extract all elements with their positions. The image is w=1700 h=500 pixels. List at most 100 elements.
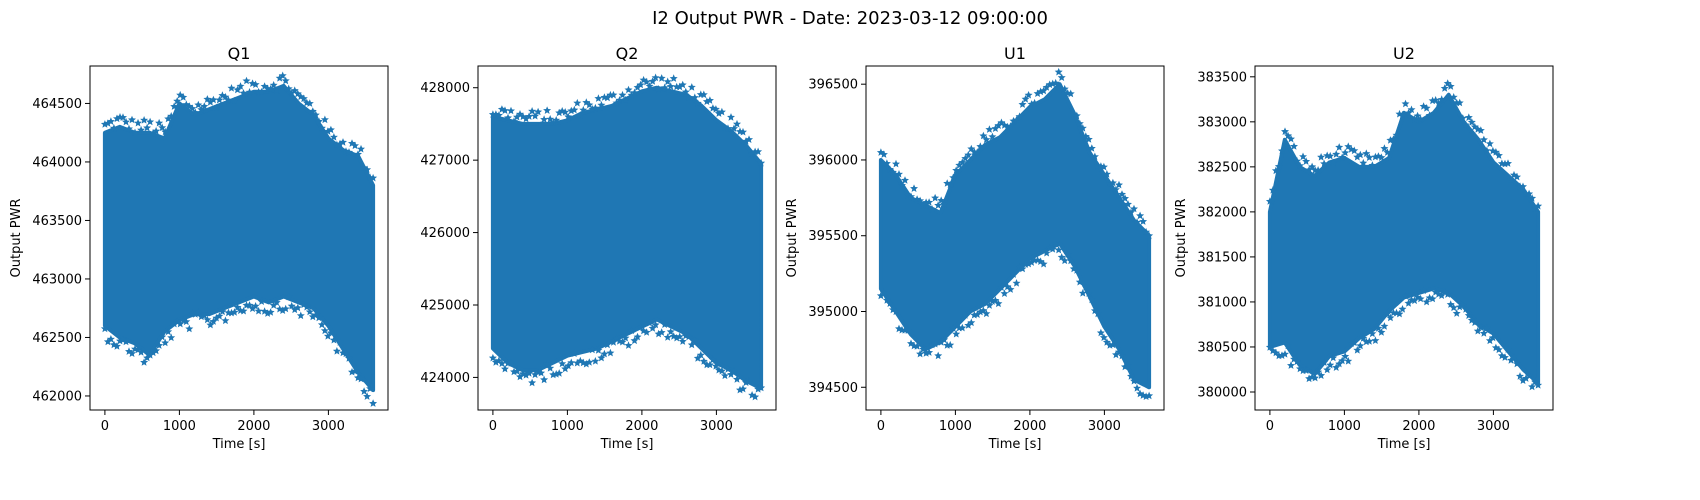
- star-marker: [1124, 361, 1132, 370]
- star-marker: [1368, 161, 1377, 169]
- star-marker: [916, 349, 925, 358]
- star-marker: [1271, 166, 1280, 175]
- star-marker: [1121, 194, 1129, 202]
- star-marker: [1121, 362, 1129, 371]
- star-marker: [1428, 294, 1437, 303]
- y-tick-label: 428000: [420, 81, 470, 96]
- star-marker: [191, 108, 200, 116]
- star-marker: [1072, 111, 1081, 120]
- star-marker: [555, 369, 564, 377]
- star-marker: [128, 115, 136, 124]
- point-cloud: [1267, 92, 1541, 385]
- star-marker: [1096, 328, 1105, 337]
- star-marker: [609, 90, 618, 99]
- star-marker: [714, 109, 723, 117]
- star-marker: [1127, 372, 1135, 380]
- star-marker: [1425, 111, 1434, 119]
- star-marker: [1326, 360, 1335, 369]
- star-marker: [543, 360, 552, 368]
- star-marker: [1395, 309, 1404, 318]
- star-marker: [1404, 108, 1413, 117]
- star-marker: [1488, 333, 1497, 342]
- star-marker: [1314, 166, 1323, 174]
- star-marker: [1145, 391, 1154, 400]
- star-marker: [1033, 89, 1042, 97]
- star-marker: [639, 75, 648, 84]
- star-marker: [106, 335, 115, 343]
- star-marker: [711, 105, 720, 113]
- x-tick-label: 2000: [1013, 419, 1046, 434]
- star-marker: [1075, 119, 1084, 128]
- star-marker: [648, 77, 657, 85]
- star-marker: [278, 306, 287, 314]
- star-marker: [351, 367, 359, 375]
- y-tick-label: 395500: [808, 229, 858, 244]
- star-marker: [191, 310, 200, 318]
- star-marker: [573, 358, 582, 367]
- star-marker: [633, 332, 642, 341]
- star-marker: [164, 114, 173, 123]
- star-marker: [1015, 112, 1024, 120]
- star-marker: [245, 301, 254, 309]
- star-marker: [206, 320, 215, 329]
- star-marker: [1440, 84, 1449, 92]
- star-marker: [504, 113, 512, 122]
- star-marker: [882, 296, 891, 304]
- star-marker: [958, 158, 967, 166]
- star-marker: [754, 147, 763, 156]
- star-marker: [949, 173, 958, 182]
- star-marker: [257, 87, 266, 96]
- star-marker: [1139, 217, 1148, 225]
- y-axis-label: Output PWR: [9, 198, 24, 277]
- star-marker: [546, 115, 555, 123]
- star-marker: [1332, 150, 1341, 158]
- star-marker: [1494, 151, 1503, 159]
- star-marker: [140, 116, 149, 124]
- star-marker: [179, 316, 188, 324]
- star-marker: [179, 93, 188, 101]
- star-marker: [1139, 391, 1148, 399]
- star-marker: [693, 354, 702, 362]
- star-marker: [278, 71, 287, 80]
- star-marker: [320, 326, 329, 335]
- star-marker: [164, 327, 173, 336]
- star-marker: [1027, 258, 1036, 266]
- plot-frame: [89, 65, 389, 411]
- star-marker: [1404, 299, 1413, 307]
- star-marker: [1293, 357, 1301, 365]
- star-marker: [985, 301, 994, 309]
- star-marker: [1000, 289, 1009, 297]
- star-marker: [1323, 365, 1332, 374]
- star-marker: [1320, 358, 1329, 366]
- x-tick-label: 2000: [237, 419, 270, 434]
- star-marker: [125, 124, 133, 133]
- star-marker: [1525, 371, 1534, 379]
- star-marker: [296, 92, 305, 101]
- star-marker: [323, 127, 332, 135]
- star-marker: [952, 329, 961, 338]
- star-marker: [314, 313, 323, 322]
- star-marker: [323, 332, 332, 340]
- star-marker: [1398, 305, 1407, 313]
- star-marker: [1057, 73, 1066, 81]
- star-marker: [113, 114, 121, 123]
- star-marker: [1006, 285, 1015, 293]
- star-marker: [284, 84, 293, 93]
- star-marker: [895, 170, 903, 178]
- star-marker: [561, 108, 570, 116]
- plot-frame: [477, 65, 777, 411]
- star-marker: [663, 77, 672, 86]
- star-marker: [937, 196, 946, 204]
- star-marker: [1338, 356, 1347, 365]
- y-tick-label: 380000: [1197, 385, 1247, 400]
- x-tick-label: 3000: [312, 419, 345, 434]
- star-marker: [194, 308, 203, 316]
- star-marker: [122, 117, 130, 126]
- star-marker: [1112, 350, 1120, 359]
- star-marker: [152, 346, 161, 355]
- star-marker: [230, 96, 239, 105]
- star-marker: [540, 115, 549, 123]
- star-marker: [940, 335, 949, 344]
- star-marker: [636, 80, 645, 89]
- star-marker: [546, 364, 555, 372]
